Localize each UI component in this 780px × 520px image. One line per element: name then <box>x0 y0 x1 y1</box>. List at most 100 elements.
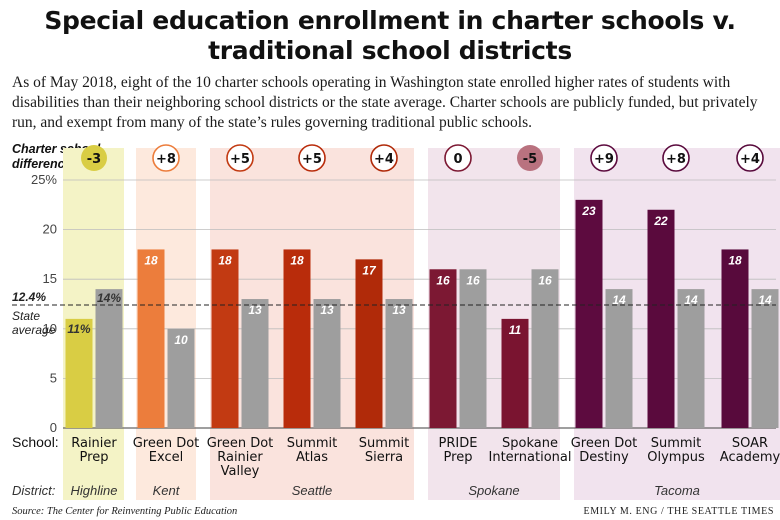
district-bar <box>167 328 195 428</box>
chart-title: Special education enrollment in charter … <box>44 6 736 65</box>
district-name: Kent <box>153 483 181 498</box>
charter-bar <box>137 249 165 428</box>
difference-badge <box>298 144 326 172</box>
charter-bar <box>721 249 749 428</box>
charter-value-label: 16 <box>436 273 450 287</box>
state-average-label: State <box>12 309 40 323</box>
district-bar <box>605 289 633 428</box>
difference-value: +4 <box>740 152 760 167</box>
y-tick-label: 15 <box>43 271 57 286</box>
school-name: Excel <box>149 450 183 465</box>
district-value-label: 14 <box>684 293 698 307</box>
y-tick-label: 5 <box>50 370 57 385</box>
school-name: Summit <box>651 436 702 451</box>
difference-badge <box>226 144 254 172</box>
school-name: Prep <box>444 450 473 465</box>
school-name: Summit <box>359 436 410 451</box>
difference-badge <box>736 144 764 172</box>
district-row-label: District: <box>12 483 56 498</box>
y-tick-label: 25% <box>31 172 57 187</box>
charter-value-label: 11 <box>509 323 522 337</box>
school-name: PRIDE <box>439 436 478 451</box>
charter-bar <box>355 259 383 428</box>
charter-value-label: 18 <box>218 253 232 267</box>
school-name: Sierra <box>365 450 403 465</box>
charter-bar <box>283 249 311 428</box>
district-value-label: 14 <box>758 293 772 307</box>
y-tick-label: 0 <box>50 420 57 435</box>
difference-badge <box>81 145 107 171</box>
district-bar <box>751 289 779 428</box>
school-name: Atlas <box>296 450 328 465</box>
school-name: Prep <box>80 450 109 465</box>
school-name: Rainier <box>71 436 117 451</box>
difference-badge <box>370 144 398 172</box>
difference-badge <box>590 144 618 172</box>
district-bar <box>241 299 269 428</box>
district-value-label: 10 <box>174 333 188 347</box>
chart-subtitle: As of May 2018, eight of the 10 charter … <box>12 74 758 131</box>
charter-value-label: 18 <box>290 253 304 267</box>
charter-value-label: 18 <box>144 253 158 267</box>
school-name: Green Dot <box>207 436 274 451</box>
y-tick-label: 20 <box>43 222 57 237</box>
district-value-label: 16 <box>538 273 552 287</box>
difference-value: +8 <box>666 152 686 167</box>
difference-value: +5 <box>230 152 250 167</box>
school-name: Valley <box>221 464 260 479</box>
charter-bar <box>429 269 457 428</box>
school-name: Academy <box>720 450 780 465</box>
school-name: SOAR <box>732 436 768 451</box>
charter-value-label: 23 <box>581 204 596 218</box>
district-name: Spokane <box>468 483 519 498</box>
district-bar <box>313 299 341 428</box>
source-note: Source: The Center for Reinventing Publi… <box>12 506 238 517</box>
difference-badge <box>444 144 472 172</box>
school-row-label: School: <box>12 434 59 450</box>
difference-badge <box>517 145 543 171</box>
school-name: International <box>489 450 572 465</box>
school-name: Olympus <box>647 450 705 465</box>
district-name: Seattle <box>292 483 332 498</box>
charter-value-label: 17 <box>362 263 377 277</box>
credit-line: EMILY M. ENG / THE SEATTLE TIMES <box>583 506 774 517</box>
charter-bar <box>211 249 239 428</box>
difference-value: 0 <box>453 152 462 167</box>
bars: 11% 14% 18 10 18 13 18 13 17 13 16 16 11 16 23 14 22 14 18… <box>65 199 779 428</box>
school-name: Green Dot <box>133 436 200 451</box>
difference-badge <box>662 144 690 172</box>
district-bar <box>95 289 123 428</box>
difference-value: -3 <box>87 152 101 167</box>
school-name: Green Dot <box>571 436 638 451</box>
difference-value: -5 <box>523 152 537 167</box>
district-value-label: 13 <box>320 303 334 317</box>
district-name: Tacoma <box>654 483 700 498</box>
difference-value: +9 <box>594 152 614 167</box>
district-bar <box>385 299 413 428</box>
difference-value: +5 <box>302 152 322 167</box>
charter-value-label: 11% <box>67 322 90 336</box>
charter-bar <box>501 318 529 428</box>
district-bar <box>459 269 487 428</box>
school-name: Spokane <box>502 436 558 451</box>
school-name: Rainier <box>217 450 263 465</box>
charter-value-label: 18 <box>728 253 742 267</box>
difference-value: +4 <box>374 152 394 167</box>
charter-bar <box>647 209 675 428</box>
district-bar <box>531 269 559 428</box>
district-value-label: 16 <box>466 273 480 287</box>
district-value-label: 13 <box>248 303 262 317</box>
difference-value: +8 <box>156 152 176 167</box>
district-value-label: 14% <box>97 291 121 305</box>
school-name: Destiny <box>579 450 629 465</box>
state-average-label: average <box>12 323 56 337</box>
district-bar <box>677 289 705 428</box>
y-tick-label: 10 <box>43 321 57 336</box>
charter-value-label: 22 <box>653 214 668 228</box>
difference-badge <box>152 144 180 172</box>
school-name: Summit <box>287 436 338 451</box>
charter-bar <box>65 318 93 428</box>
